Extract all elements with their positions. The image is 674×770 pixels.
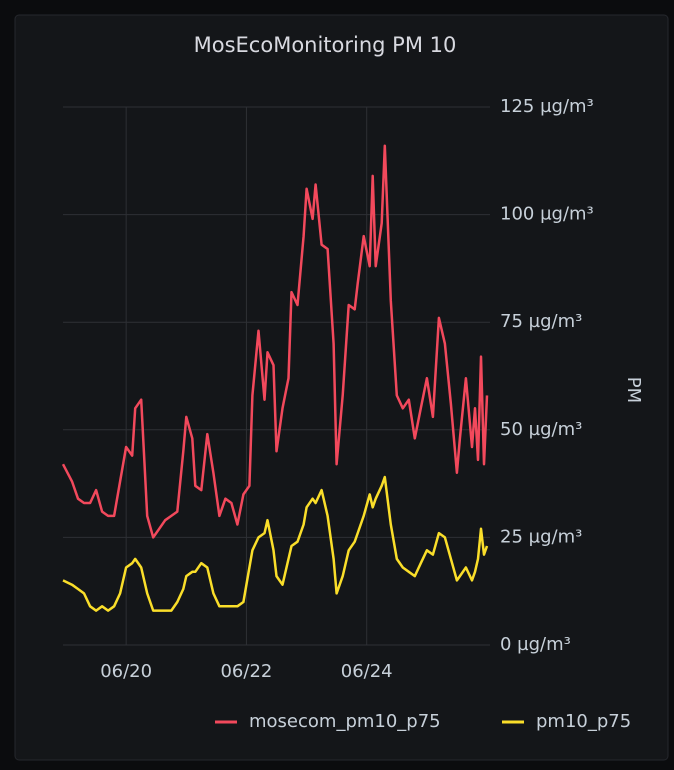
- y-tick-label: 75 µg/m³: [500, 311, 582, 332]
- panel: [14, 14, 669, 761]
- y-tick-label: 25 µg/m³: [500, 526, 582, 547]
- chart-title: MosEcoMonitoring PM 10: [194, 33, 457, 57]
- legend-label[interactable]: mosecom_pm10_p75: [249, 711, 441, 732]
- y-tick-label: 0 µg/m³: [500, 634, 571, 655]
- x-tick-label: 06/20: [100, 661, 152, 682]
- y-tick-label: 50 µg/m³: [500, 419, 582, 440]
- x-tick-label: 06/24: [341, 661, 393, 682]
- y-tick-label: 125 µg/m³: [500, 96, 594, 117]
- x-tick-label: 06/22: [220, 661, 272, 682]
- legend-label[interactable]: pm10_p75: [536, 711, 631, 732]
- y-tick-label: 100 µg/m³: [500, 204, 594, 225]
- y-axis-label: PM: [623, 377, 644, 403]
- series-line: [62, 475, 489, 612]
- series-line: [61, 144, 489, 539]
